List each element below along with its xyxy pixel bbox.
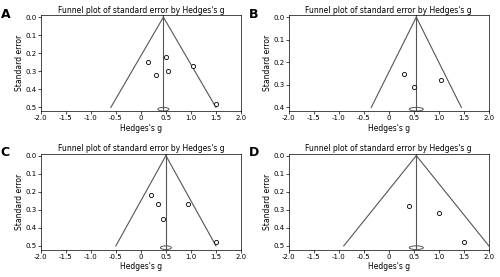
Text: A: A <box>0 8 10 21</box>
X-axis label: Hedges's g: Hedges's g <box>368 124 410 133</box>
Title: Funnel plot of standard error by Hedges's g: Funnel plot of standard error by Hedges'… <box>306 6 472 15</box>
Y-axis label: Standard error: Standard error <box>263 174 272 230</box>
Text: B: B <box>248 8 258 21</box>
Y-axis label: Standard error: Standard error <box>15 174 24 230</box>
X-axis label: Hedges's g: Hedges's g <box>120 124 162 133</box>
Text: C: C <box>0 146 10 159</box>
X-axis label: Hedges's g: Hedges's g <box>120 262 162 271</box>
Y-axis label: Standard error: Standard error <box>263 35 272 91</box>
Text: D: D <box>248 146 259 159</box>
Title: Funnel plot of standard error by Hedges's g: Funnel plot of standard error by Hedges'… <box>58 6 224 15</box>
Title: Funnel plot of standard error by Hedges's g: Funnel plot of standard error by Hedges'… <box>306 144 472 153</box>
Title: Funnel plot of standard error by Hedges's g: Funnel plot of standard error by Hedges'… <box>58 144 224 153</box>
X-axis label: Hedges's g: Hedges's g <box>368 262 410 271</box>
Y-axis label: Standard error: Standard error <box>15 35 24 91</box>
